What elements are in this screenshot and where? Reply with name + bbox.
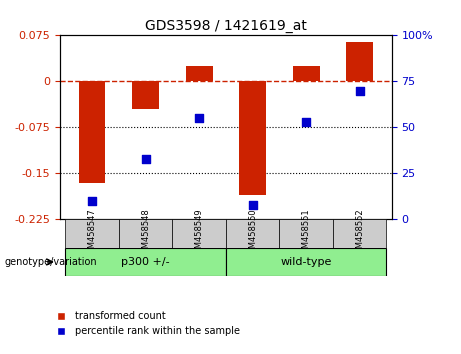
- FancyBboxPatch shape: [226, 248, 386, 276]
- Bar: [239, 81, 266, 195]
- Text: p300 +/-: p300 +/-: [121, 257, 170, 267]
- Bar: [79, 81, 106, 183]
- FancyBboxPatch shape: [226, 219, 279, 248]
- FancyBboxPatch shape: [333, 219, 386, 248]
- FancyBboxPatch shape: [172, 219, 226, 248]
- Text: GSM458547: GSM458547: [88, 208, 96, 259]
- Bar: [346, 41, 373, 81]
- FancyBboxPatch shape: [119, 219, 172, 248]
- Text: wild-type: wild-type: [280, 257, 332, 267]
- Text: GSM458548: GSM458548: [141, 208, 150, 259]
- Point: [249, 202, 256, 207]
- Bar: [186, 66, 213, 81]
- FancyBboxPatch shape: [65, 248, 226, 276]
- Point: [142, 156, 149, 161]
- FancyBboxPatch shape: [279, 219, 333, 248]
- Legend: transformed count, percentile rank within the sample: transformed count, percentile rank withi…: [51, 312, 240, 336]
- Point: [89, 198, 96, 204]
- Point: [356, 88, 363, 93]
- Bar: [293, 66, 319, 81]
- Text: GSM458550: GSM458550: [248, 208, 257, 259]
- FancyBboxPatch shape: [65, 219, 119, 248]
- Text: genotype/variation: genotype/variation: [5, 257, 97, 267]
- Text: GSM458549: GSM458549: [195, 208, 204, 259]
- Text: GSM458551: GSM458551: [301, 208, 311, 259]
- Point: [302, 119, 310, 125]
- Text: GSM458552: GSM458552: [355, 208, 364, 259]
- Bar: [132, 81, 159, 109]
- Title: GDS3598 / 1421619_at: GDS3598 / 1421619_at: [145, 19, 307, 33]
- Point: [195, 115, 203, 121]
